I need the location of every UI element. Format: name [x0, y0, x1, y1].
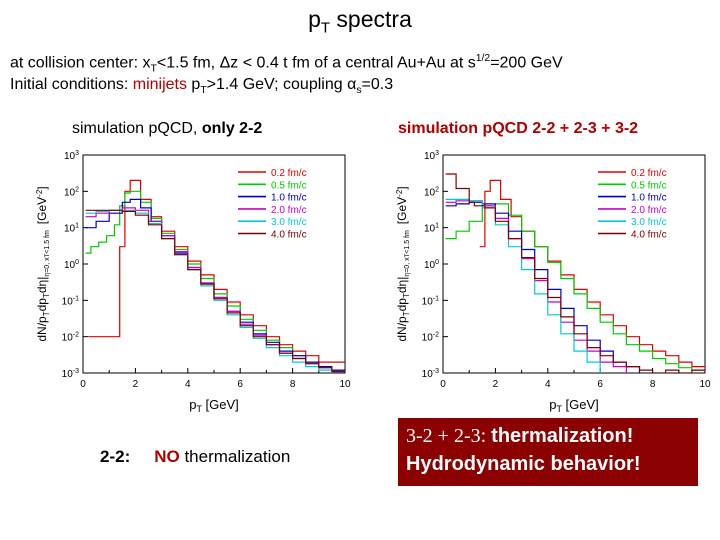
left-legend-entry: 0.5 fm/c [271, 180, 307, 191]
right-y-tick-label: 10-1 [422, 295, 439, 307]
pt-spectrum-plot-full: 0 2 4 6 8 10 10-3 10-2 10-1 100 101 102 103 pT [GeV] d… [395, 150, 711, 414]
left-x-tick-label: 6 [237, 379, 243, 390]
right-legend-entry: 4.0 fm/c [631, 230, 667, 241]
left-x-tick-label: 0 [80, 379, 86, 390]
left-legend-entry: 2.0 fm/c [271, 205, 307, 216]
right-x-axis-label: pT [GeV] [549, 397, 599, 414]
left-y-tick-label: 102 [64, 186, 79, 198]
verdict-2-2: 2-2: NO thermalization [100, 447, 291, 466]
left-legend-entry: 0.2 fm/c [271, 168, 307, 179]
left-y-tick-label: 10-1 [62, 295, 79, 307]
pt-spectrum-plot-2-2: 0 2 4 6 8 10 10-3 10-2 10-1 100 101 102 103 pT [GeV] d… [35, 150, 351, 414]
right-legend-entry: 0.5 fm/c [631, 180, 667, 191]
right-y-tick-label: 103 [424, 150, 439, 162]
right-legend-entry: 3.0 fm/c [631, 217, 667, 228]
right-legend-entry: 1.0 fm/c [631, 193, 667, 204]
left-y-tick-label: 10-3 [62, 368, 79, 380]
left-y-tick-label: 101 [64, 223, 79, 235]
right-y-tick-label: 101 [424, 223, 439, 235]
right-series-line-4-0-fm-c [445, 173, 705, 373]
initial-conditions: Initial conditions: minijets pT>1.4 GeV;… [10, 76, 394, 97]
left-legend-entry: 1.0 fm/c [271, 193, 307, 204]
right-series-line-1-0-fm-c [445, 201, 641, 373]
right-y-tick-label: 100 [424, 259, 439, 271]
verdict-box: 3-2 + 2-3: thermalization! Hydrodynamic b… [398, 418, 698, 486]
right-x-tick-label: 6 [597, 379, 603, 390]
right-legend-entry: 2.0 fm/c [631, 205, 667, 216]
right-x-tick-label: 8 [650, 379, 656, 390]
left-legend-entry: 4.0 fm/c [271, 230, 307, 241]
left-y-tick-label: 103 [64, 150, 79, 162]
page-title: pT spectra [308, 6, 412, 37]
right-y-tick-label: 10-2 [422, 332, 439, 344]
right-legend-entry: 0.2 fm/c [631, 168, 667, 179]
left-y-tick-label: 100 [64, 259, 79, 271]
right-y-tick-label: 102 [424, 186, 439, 198]
left-plot-caption: simulation pQCD, only 2-2 [72, 120, 263, 137]
left-y-axis-label: dN/pTdpTdη|η=0, xT<1.5 fm[GeV-2] [35, 186, 51, 341]
right-series-line-0-2-fm-c [479, 179, 705, 371]
left-x-tick-label: 2 [133, 379, 139, 390]
left-series-line-4-0-fm-c [85, 209, 345, 373]
left-x-tick-label: 8 [290, 379, 296, 390]
right-x-tick-label: 4 [545, 379, 551, 390]
right-y-axis-label: dN/pTdpTdη|η=0, xT<1.5 fm[GeV-2] [395, 186, 411, 341]
left-x-tick-label: 4 [185, 379, 191, 390]
left-x-axis-label: pT [GeV] [189, 397, 239, 414]
right-x-tick-label: 0 [440, 379, 446, 390]
right-plot-caption: simulation pQCD 2-2 + 2-3 + 3-2 [398, 120, 639, 137]
right-y-tick-label: 10-3 [422, 368, 439, 380]
left-x-tick-label: 10 [339, 379, 351, 390]
left-y-tick-label: 10-2 [62, 332, 79, 344]
collision-description: at collision center: xT<1.5 fm, Δz < 0.4… [10, 53, 563, 75]
left-legend-entry: 3.0 fm/c [271, 217, 307, 228]
right-series-line-3-0-fm-c [445, 198, 601, 373]
right-x-tick-label: 2 [493, 379, 499, 390]
right-x-tick-label: 10 [699, 379, 711, 390]
